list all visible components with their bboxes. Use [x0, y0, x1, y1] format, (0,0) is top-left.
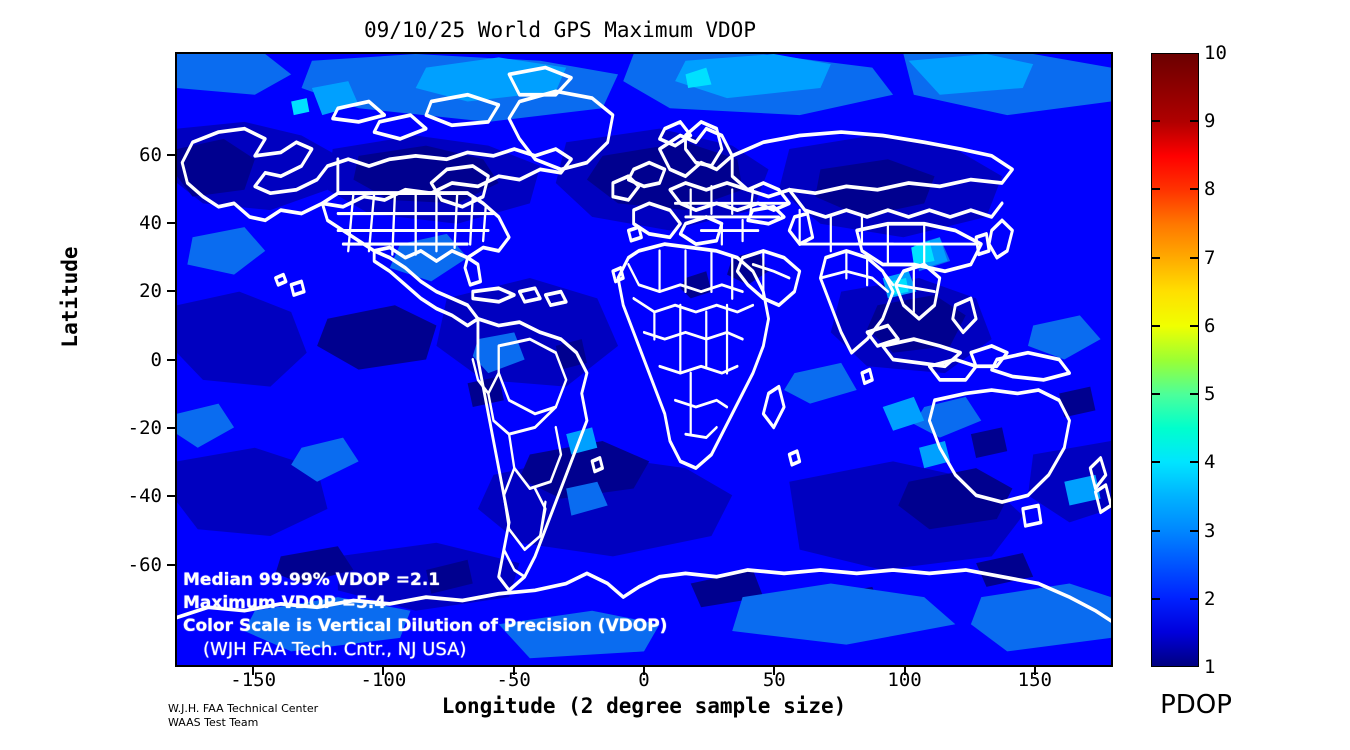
colorbar-tick-mark [1190, 120, 1199, 123]
page-title: 09/10/25 World GPS Maximum VDOP [364, 18, 756, 42]
colorbar-tick-mark [1151, 529, 1160, 532]
colorbar-tick-label: 5 [1204, 383, 1216, 406]
x-tick-label: -150 [230, 669, 277, 691]
colorbar[interactable] [1151, 53, 1199, 667]
colorbar-tick-mark [1151, 120, 1160, 123]
y-tick-label: -20 [127, 416, 162, 439]
map-plot-area[interactable]: Median 99.99% VDOP =2.1 Maximum VDOP =5.… [175, 52, 1113, 667]
y-tick-label: -40 [127, 485, 162, 508]
colorbar-tick-mark [1151, 324, 1160, 327]
x-tick-mark [903, 667, 906, 675]
colorbar-tick-mark [1151, 393, 1160, 396]
colorbar-tick-mark [1151, 461, 1160, 464]
x-tick-mark [512, 667, 515, 675]
colorbar-tick-label: 7 [1204, 246, 1216, 269]
colorbar-tick-mark [1190, 393, 1199, 396]
colorbar-tick-mark [1190, 188, 1199, 191]
vdop-heatmap-svg [177, 54, 1111, 665]
y-axis-label: Latitude [58, 246, 82, 348]
colorbar-tick-label: 4 [1204, 451, 1216, 474]
y-tick-mark [167, 426, 175, 429]
y-tick-mark [167, 358, 175, 361]
colorbar-tick-label: 6 [1204, 314, 1216, 337]
y-tick-mark [167, 153, 175, 156]
x-tick-label: 0 [638, 669, 650, 691]
x-tick-mark [252, 667, 255, 675]
x-tick-mark [382, 667, 385, 675]
colorbar-tick-label: 8 [1204, 178, 1216, 201]
colorbar-tick-mark [1151, 256, 1160, 259]
colorbar-caption: PDOP [1160, 690, 1232, 720]
y-tick-label: 20 [139, 280, 162, 303]
x-tick-label: -50 [496, 669, 531, 691]
x-tick-label: 100 [887, 669, 922, 691]
y-tick-label: -60 [127, 553, 162, 576]
x-tick-label: -100 [360, 669, 407, 691]
footer-line-1: W.J.H. FAA Technical Center [168, 702, 319, 715]
x-tick-mark [643, 667, 645, 675]
y-tick-label: 60 [139, 143, 162, 166]
footer-line-2: WAAS Test Team [168, 716, 259, 729]
colorbar-tick-label: 2 [1204, 587, 1216, 610]
colorbar-tick-label: 3 [1204, 519, 1216, 542]
colorbar-tick-mark [1151, 597, 1160, 600]
colorbar-tick-label: 1 [1204, 656, 1216, 678]
x-tick-label: 150 [1017, 669, 1052, 691]
colorbar-tick-mark [1190, 256, 1199, 259]
colorbar-tick-mark [1151, 188, 1160, 191]
y-tick-mark [167, 563, 175, 566]
x-tick-mark [1033, 667, 1036, 675]
colorbar-tick-label: 10 [1204, 42, 1227, 64]
y-tick-mark [167, 221, 175, 224]
y-tick-label: 0 [150, 348, 162, 371]
colorbar-tick-mark [1190, 324, 1199, 327]
colorbar-tick-label: 9 [1204, 110, 1216, 133]
x-axis-label: Longitude (2 degree sample size) [441, 694, 847, 718]
y-tick-mark [167, 290, 175, 293]
colorbar-tick-mark [1190, 529, 1199, 532]
footer-credit: W.J.H. FAA Technical Center WAAS Test Te… [168, 702, 318, 730]
y-tick-label: 40 [139, 211, 162, 234]
y-tick-mark [167, 495, 175, 498]
colorbar-tick-mark [1190, 597, 1199, 600]
colorbar-gradient [1152, 54, 1198, 666]
colorbar-tick-mark [1190, 461, 1199, 464]
x-tick-label: 50 [762, 669, 786, 691]
x-tick-mark [773, 667, 776, 675]
coastline-overlay [177, 65, 1111, 623]
